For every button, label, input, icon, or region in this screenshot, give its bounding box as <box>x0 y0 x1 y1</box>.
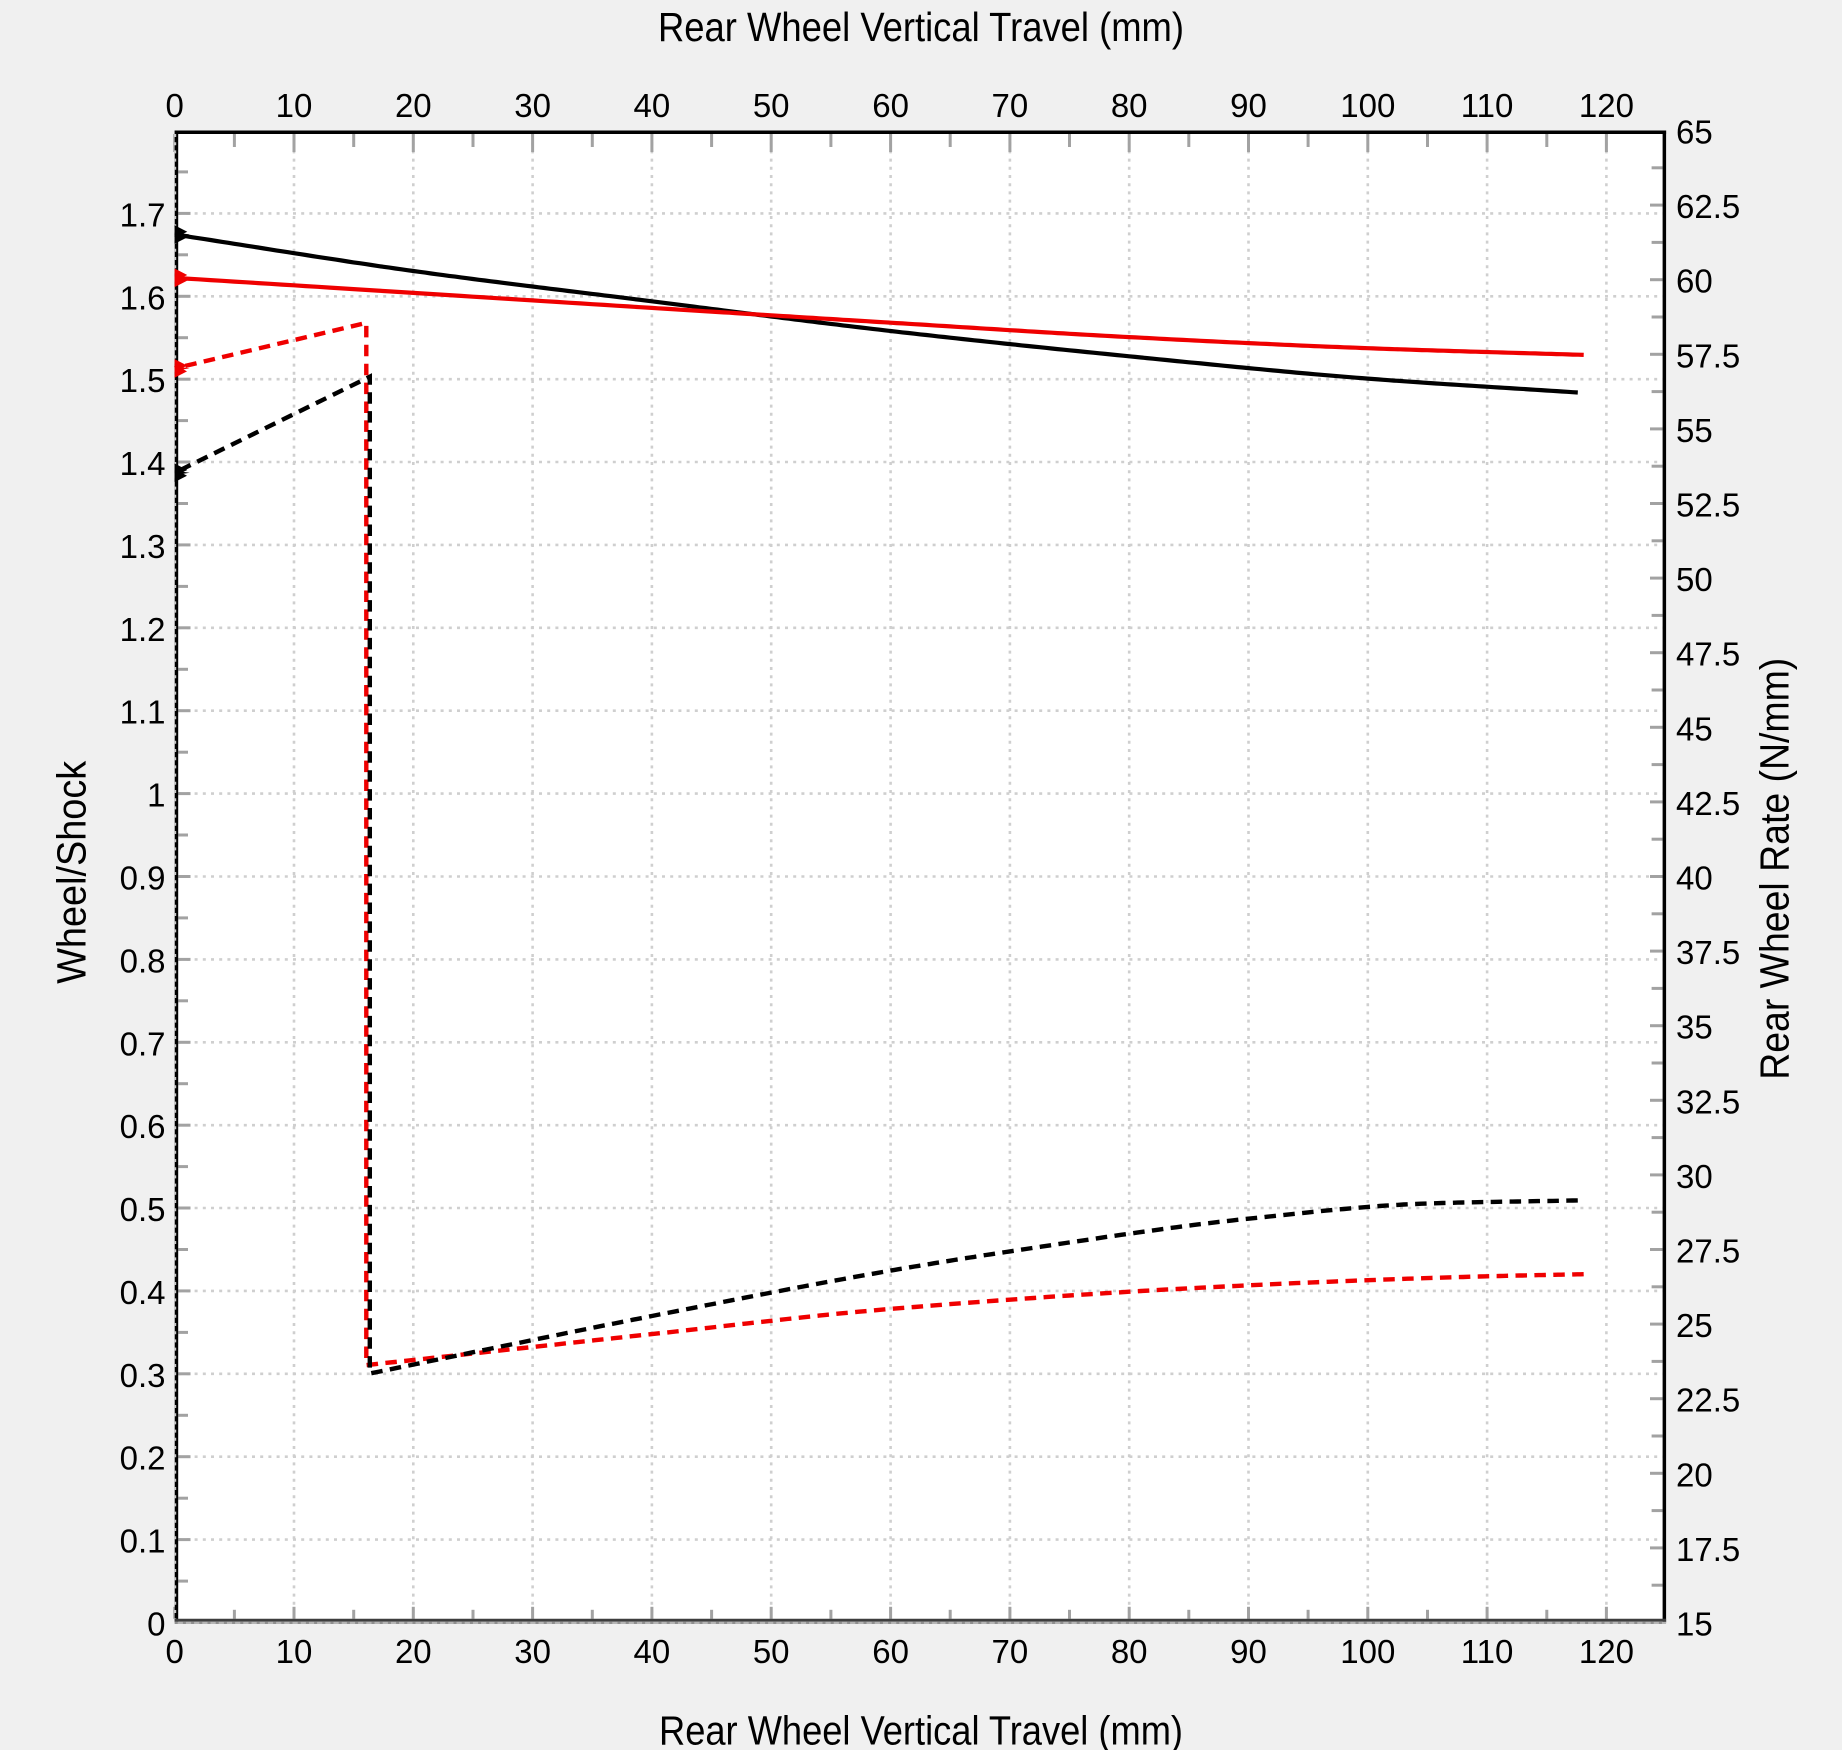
svg-text:120: 120 <box>1579 1633 1634 1670</box>
svg-text:1.5: 1.5 <box>120 362 166 399</box>
svg-text:20: 20 <box>395 87 432 124</box>
svg-text:100: 100 <box>1340 1633 1395 1670</box>
svg-text:55: 55 <box>1676 412 1713 449</box>
svg-text:30: 30 <box>1676 1158 1713 1195</box>
svg-text:42.5: 42.5 <box>1676 785 1740 822</box>
svg-text:0.8: 0.8 <box>120 942 166 979</box>
svg-text:57.5: 57.5 <box>1676 337 1740 374</box>
svg-text:10: 10 <box>276 87 313 124</box>
svg-text:0: 0 <box>166 87 184 124</box>
svg-text:80: 80 <box>1111 87 1148 124</box>
svg-text:35: 35 <box>1676 1009 1713 1046</box>
svg-text:Rear Wheel Vertical Travel (mm: Rear Wheel Vertical Travel (mm) <box>659 1707 1183 1750</box>
svg-text:20: 20 <box>1676 1456 1713 1493</box>
svg-text:120: 120 <box>1579 87 1634 124</box>
svg-text:0: 0 <box>166 1633 184 1670</box>
svg-text:17.5: 17.5 <box>1676 1531 1740 1568</box>
svg-text:45: 45 <box>1676 710 1713 747</box>
svg-text:Rear Wheel Rate (N/mm): Rear Wheel Rate (N/mm) <box>1752 658 1798 1080</box>
svg-text:50: 50 <box>753 87 790 124</box>
svg-text:0.5: 0.5 <box>120 1191 166 1228</box>
svg-text:Rear Wheel Vertical Travel (mm: Rear Wheel Vertical Travel (mm) <box>658 4 1184 50</box>
svg-text:110: 110 <box>1461 1633 1514 1670</box>
svg-text:1: 1 <box>147 777 165 814</box>
svg-text:90: 90 <box>1230 1633 1267 1670</box>
svg-text:70: 70 <box>992 87 1029 124</box>
svg-text:0.4: 0.4 <box>120 1274 166 1311</box>
svg-text:100: 100 <box>1340 87 1395 124</box>
svg-text:40: 40 <box>1676 860 1713 897</box>
svg-text:0.1: 0.1 <box>120 1523 166 1560</box>
svg-text:27.5: 27.5 <box>1676 1233 1740 1270</box>
svg-text:37.5: 37.5 <box>1676 934 1740 971</box>
svg-text:50: 50 <box>1676 561 1713 598</box>
svg-text:65: 65 <box>1676 114 1713 151</box>
svg-text:60: 60 <box>872 87 909 124</box>
svg-text:15: 15 <box>1676 1606 1713 1643</box>
svg-text:40: 40 <box>634 1633 671 1670</box>
svg-text:20: 20 <box>395 1633 432 1670</box>
svg-text:1.2: 1.2 <box>120 611 166 648</box>
svg-text:22.5: 22.5 <box>1676 1382 1740 1419</box>
svg-text:0.3: 0.3 <box>120 1357 166 1394</box>
svg-text:0: 0 <box>147 1606 165 1643</box>
svg-text:1.4: 1.4 <box>120 445 166 482</box>
svg-text:80: 80 <box>1111 1633 1148 1670</box>
svg-text:90: 90 <box>1230 87 1267 124</box>
svg-text:60: 60 <box>1676 263 1713 300</box>
svg-text:52.5: 52.5 <box>1676 487 1740 524</box>
svg-text:32.5: 32.5 <box>1676 1083 1740 1120</box>
svg-text:62.5: 62.5 <box>1676 188 1740 225</box>
svg-text:50: 50 <box>753 1633 790 1670</box>
svg-text:Wheel/Shock: Wheel/Shock <box>49 760 95 983</box>
svg-text:60: 60 <box>872 1633 909 1670</box>
svg-text:40: 40 <box>634 87 671 124</box>
svg-text:0.6: 0.6 <box>120 1108 166 1145</box>
svg-text:0.9: 0.9 <box>120 860 166 897</box>
svg-text:70: 70 <box>992 1633 1029 1670</box>
svg-text:1.6: 1.6 <box>120 279 166 316</box>
svg-text:0.2: 0.2 <box>120 1440 166 1477</box>
svg-text:0.7: 0.7 <box>120 1025 166 1062</box>
svg-text:1.1: 1.1 <box>120 694 166 731</box>
svg-text:25: 25 <box>1676 1307 1713 1344</box>
svg-text:1.3: 1.3 <box>120 528 166 565</box>
svg-text:10: 10 <box>276 1633 313 1670</box>
svg-text:110: 110 <box>1461 87 1514 124</box>
svg-text:1.7: 1.7 <box>120 196 166 233</box>
svg-text:30: 30 <box>514 87 551 124</box>
svg-text:47.5: 47.5 <box>1676 636 1740 673</box>
svg-text:30: 30 <box>514 1633 551 1670</box>
